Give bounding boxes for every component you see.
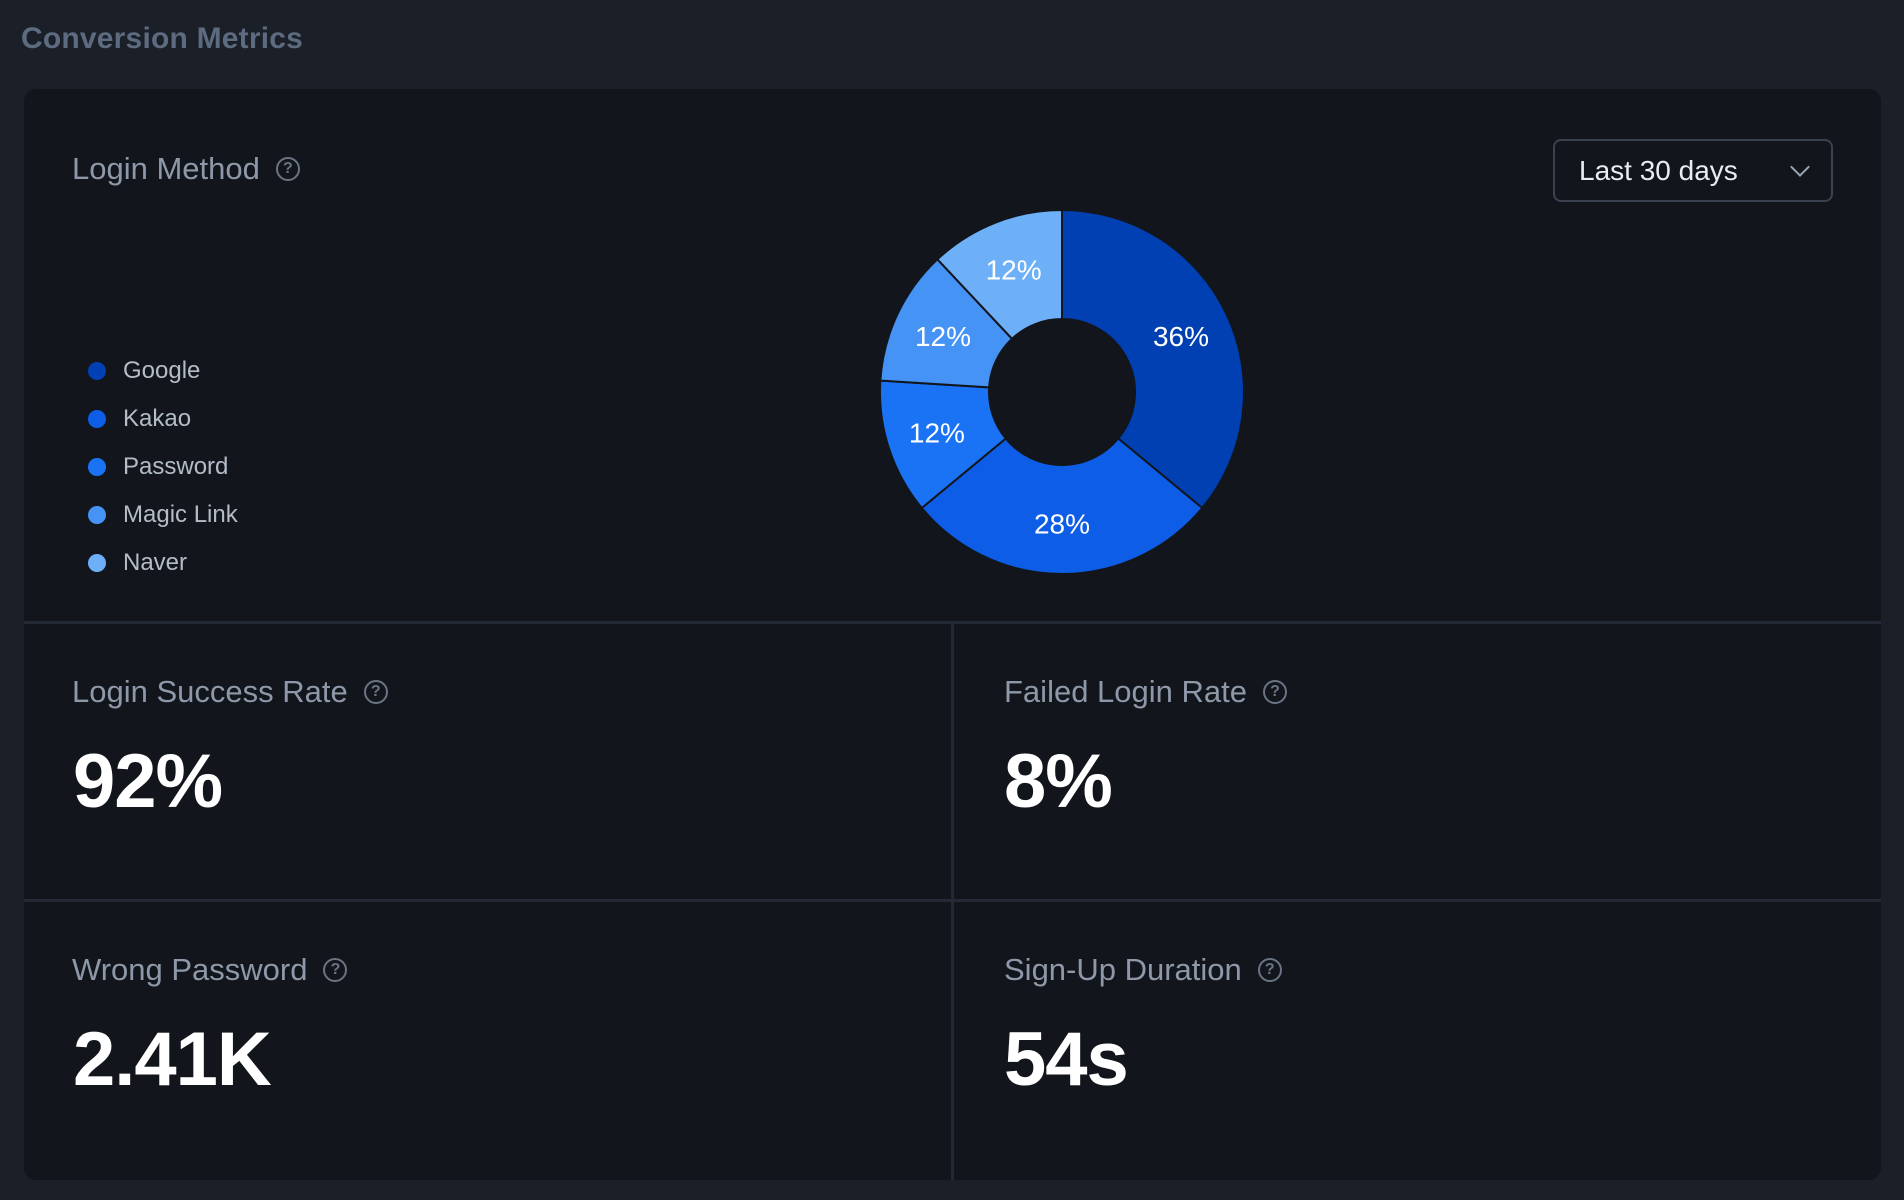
legend-label: Kakao [123, 405, 192, 432]
stat-wrong-password: Wrong Password ? 2.41K [24, 902, 951, 1180]
legend-item: Naver [88, 539, 238, 587]
stat-value: 8% [1004, 739, 1113, 824]
login-method-title: Login Method [72, 151, 260, 186]
slice-label: 12% [986, 255, 1042, 286]
stat-title: Sign-Up Duration [1004, 952, 1242, 987]
login-method-panel: Login Method ? Last 30 days Google Kakao P… [24, 89, 1881, 624]
stat-value: 54s [1004, 1017, 1129, 1102]
slice-label: 12% [915, 321, 971, 352]
donut-slice-google[interactable] [1061, 208, 1245, 510]
legend-dot [88, 362, 106, 380]
legend-item: Magic Link [88, 491, 238, 539]
question-circle-icon[interactable]: ? [363, 680, 388, 704]
stat-sign-up-duration: Sign-Up Duration ? 54s [951, 902, 1881, 1180]
legend-dot [88, 410, 106, 428]
login-method-heading: Login Method ? [72, 151, 300, 187]
donut-slice-naver[interactable] [935, 208, 1063, 341]
slice-label: 12% [909, 418, 965, 449]
stat-heading: Failed Login Rate ? [1004, 674, 1287, 710]
stat-heading: Login Success Rate ? [72, 674, 388, 710]
stat-value: 92% [73, 739, 223, 824]
stat-title: Failed Login Rate [1004, 674, 1247, 709]
question-circle-icon[interactable]: ? [1257, 958, 1282, 982]
donut-slice-magic-link[interactable] [879, 257, 1014, 389]
donut-slice-kakao[interactable] [920, 437, 1204, 575]
legend-label: Password [123, 453, 229, 480]
login-method-donut-chart: 36% 28% 12% 12% 12% [879, 208, 1245, 575]
section-title: Conversion Metrics [21, 22, 304, 55]
stat-heading: Sign-Up Duration ? [1004, 952, 1282, 988]
date-range-value: Last 30 days [1579, 154, 1738, 186]
legend-label: Google [123, 357, 201, 384]
legend-item: Google [88, 347, 238, 395]
legend-label: Magic Link [123, 501, 238, 528]
legend-item: Password [88, 443, 238, 491]
legend-dot [88, 554, 106, 572]
question-circle-icon[interactable]: ? [275, 157, 300, 181]
stat-title: Wrong Password [72, 952, 308, 987]
legend-dot [88, 506, 106, 524]
question-circle-icon[interactable]: ? [323, 958, 348, 982]
stat-heading: Wrong Password ? [72, 952, 348, 988]
stat-failed-login-rate: Failed Login Rate ? 8% [951, 624, 1881, 902]
stat-value: 2.41K [73, 1017, 272, 1102]
stat-login-success-rate: Login Success Rate ? 92% [24, 624, 951, 902]
stat-title: Login Success Rate [72, 674, 348, 709]
slice-label: 28% [1034, 509, 1090, 540]
legend-label: Naver [123, 549, 188, 576]
chart-legend: Google Kakao Password Magic Link Naver [88, 347, 238, 587]
metrics-card: Login Method ? Last 30 days Google Kakao P… [24, 89, 1881, 1180]
legend-item: Kakao [88, 395, 238, 443]
date-range-dropdown[interactable]: Last 30 days [1553, 139, 1833, 202]
question-circle-icon[interactable]: ? [1263, 680, 1287, 704]
slice-label: 36% [1153, 321, 1209, 352]
legend-dot [88, 458, 106, 476]
donut-slice-password[interactable] [879, 379, 1008, 510]
